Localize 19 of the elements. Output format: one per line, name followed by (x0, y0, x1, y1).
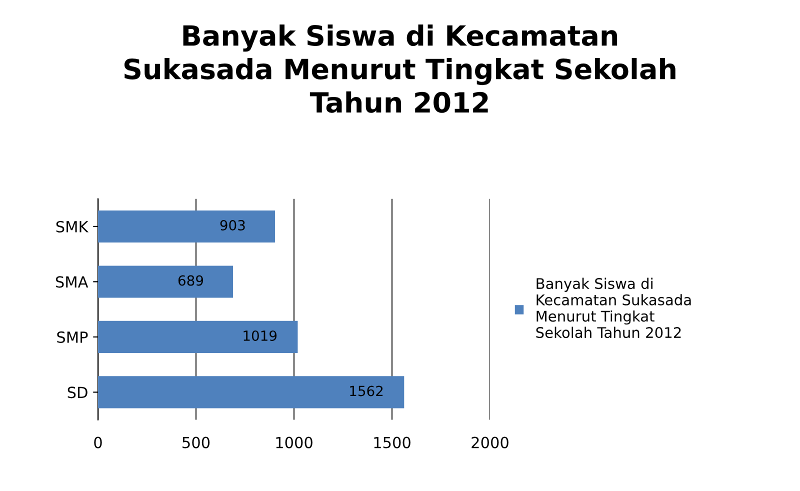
data-label: 903 (220, 220, 245, 231)
x-tick-label: 0 (94, 436, 102, 448)
x-tick-label: 2000 (472, 436, 508, 448)
x-tick-label: 500 (182, 436, 210, 448)
y-tick-label: SD (68, 386, 88, 398)
y-tick-label: SMK (56, 220, 89, 232)
legend-label: Banyak Siswa di Kecamatan Sukasada Menurut Tingkat Sekolah Tahun 2012 (536, 278, 691, 338)
data-label: 689 (178, 275, 204, 286)
bar (98, 210, 275, 242)
data-label: 1019 (244, 330, 277, 341)
data-label: 1562 (350, 386, 383, 396)
x-tick-label: 1500 (374, 436, 410, 448)
bar (98, 266, 234, 298)
y-tick-label: SMP (57, 331, 88, 343)
y-tick-label: SMA (56, 276, 88, 288)
chart-title: Banyak Siswa di Kecamatan Sukasada Menurut Tingkat Sekolah Tahun 2012 (124, 24, 676, 113)
bar (98, 376, 404, 408)
bar (98, 320, 298, 353)
x-tick-label: 1000 (276, 436, 312, 448)
